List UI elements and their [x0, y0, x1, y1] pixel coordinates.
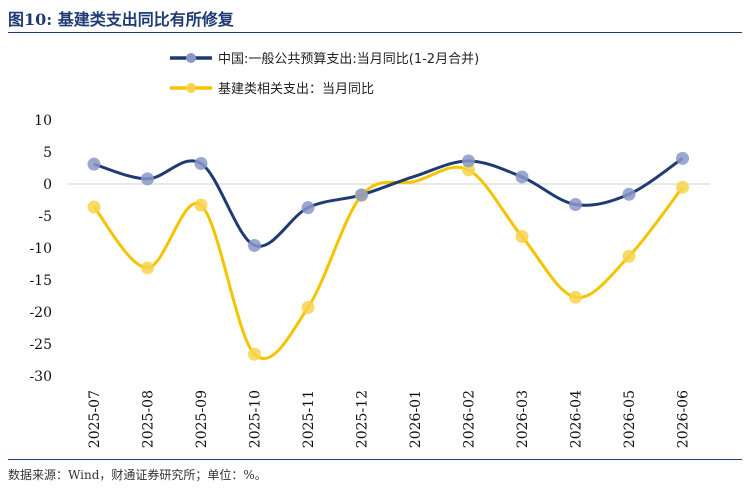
data-point [515, 229, 529, 243]
data-point [194, 198, 208, 212]
legend-swatch-marker [186, 53, 196, 63]
x-tick-label: 2025-07 [87, 390, 103, 448]
data-point [355, 188, 368, 202]
y-tick-label: -25 [29, 337, 52, 353]
x-tick-label: 2025-09 [194, 390, 210, 448]
y-tick-label: 0 [43, 177, 52, 193]
x-tick-label: 2026-02 [462, 390, 478, 448]
data-point [569, 290, 582, 304]
x-tick-label: 2025-12 [355, 390, 371, 448]
legend-label: 中国:一般公共预算支出:当月同比(1-2月合并) [218, 51, 479, 67]
y-tick-label: 10 [34, 113, 52, 129]
series-line [92, 165, 684, 360]
x-tick-label: 2025-08 [141, 390, 157, 448]
series-line [93, 157, 684, 248]
data-point [141, 261, 154, 275]
data-point [622, 249, 636, 263]
y-tick-label: 5 [43, 145, 52, 161]
data-point [622, 187, 636, 201]
title-divider [8, 32, 742, 33]
data-point [515, 170, 529, 184]
data-point [194, 157, 208, 171]
data-point [569, 197, 582, 211]
y-tick-label: -20 [29, 305, 52, 321]
y-tick-label: -10 [29, 241, 52, 257]
data-point [301, 301, 315, 315]
legend-label: 基建类相关支出：当月同比 [218, 82, 374, 97]
data-point [248, 238, 261, 252]
data-point [248, 347, 261, 361]
x-tick-label: 2026-05 [622, 390, 638, 448]
line-chart: 中国:一般公共预算支出:当月同比(1-2月合并) 基建类相关支出：当月同比 10 5… [29, 51, 710, 448]
x-tick-label: 2026-03 [515, 390, 531, 448]
source-divider [8, 459, 742, 460]
data-point [676, 180, 689, 194]
data-point [141, 172, 154, 186]
y-tick-label: -30 [29, 369, 52, 385]
source-note: 数据来源：Wind，财通证券研究所；单位：%。 [8, 468, 267, 482]
data-point [462, 163, 475, 177]
data-point [87, 157, 101, 171]
x-axis: 2025-07 2025-08 2025-09 2025-10 2025-11 2025-… [87, 390, 692, 448]
legend-swatch-marker [186, 83, 196, 93]
y-tick-label: -5 [38, 209, 52, 225]
figure-title: 图10: 基建类支出同比有所修复 [8, 10, 234, 29]
data-point [301, 201, 315, 215]
data-point [676, 151, 689, 165]
y-tick-label: -15 [29, 273, 52, 289]
series-layer [87, 151, 689, 361]
chart-legend: 中国:一般公共预算支出:当月同比(1-2月合并) 基建类相关支出：当月同比 [170, 51, 479, 97]
x-tick-label: 2026-04 [569, 390, 585, 448]
data-point [462, 154, 475, 168]
y-axis: 10 5 0 -5 -10 -15 -20 -25 -30 [29, 113, 52, 385]
x-tick-label: 2025-11 [301, 390, 317, 448]
data-point [87, 200, 101, 214]
x-tick-label: 2025-10 [248, 390, 264, 448]
x-tick-label: 2026-06 [676, 390, 692, 448]
x-tick-label: 2026-01 [408, 390, 424, 448]
